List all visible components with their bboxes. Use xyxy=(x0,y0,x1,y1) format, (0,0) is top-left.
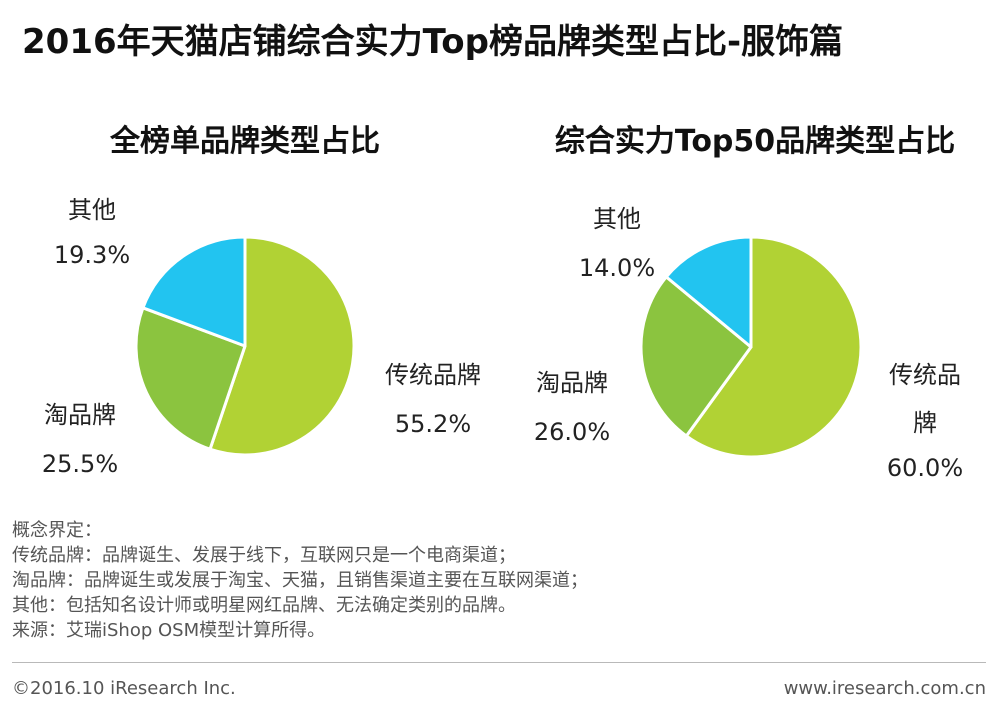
label-traditional-name-line1: 传统品 xyxy=(889,361,961,389)
copyright-text: ©2016.10 iResearch Inc. xyxy=(12,678,236,699)
note-tao: 淘品牌：品牌诞生或发展于淘宝、天猫，且销售渠道主要在互联网渠道； xyxy=(12,570,588,591)
footer-divider xyxy=(12,662,986,663)
note-source: 来源：艾瑞iShop OSM模型计算所得。 xyxy=(12,620,326,641)
label-other-name: 其他 xyxy=(593,205,641,233)
notes-heading: 概念界定： xyxy=(12,520,102,541)
label-tao-name: 淘品牌 xyxy=(536,369,608,397)
label-traditional-name-line2: 牌 xyxy=(913,409,937,437)
right-pie-chart: 其他 14.0% 淘品牌 26.0% 传统品 牌 60.0% xyxy=(534,205,963,482)
pie-slice-other xyxy=(664,235,753,349)
pie-slice-other xyxy=(141,235,247,348)
right-chart-title: 综合实力Top50品牌类型占比 xyxy=(554,124,956,159)
notes-block: 概念界定： 传统品牌：品牌诞生、发展于线下，互联网只是一个电商渠道； 淘品牌：品… xyxy=(12,518,588,643)
label-tao-value: 25.5% xyxy=(42,450,118,478)
left-chart-title: 全榜单品牌类型占比 xyxy=(110,124,380,159)
label-traditional-value: 55.2% xyxy=(395,410,471,438)
note-other: 其他：包括知名设计师或明星网红品牌、无法确定类别的品牌。 xyxy=(12,595,516,616)
note-traditional: 传统品牌：品牌诞生、发展于线下，互联网只是一个电商渠道； xyxy=(12,545,516,566)
left-pie-chart: 其他 19.3% 淘品牌 25.5% 传统品牌 55.2% xyxy=(42,196,481,478)
label-other-name: 其他 xyxy=(68,196,116,224)
label-other-value: 14.0% xyxy=(579,254,655,282)
label-other-value: 19.3% xyxy=(54,241,130,269)
page-title: 2016年天猫店铺综合实力Top榜品牌类型占比-服饰篇 xyxy=(22,22,844,62)
website-link[interactable]: www.iresearch.com.cn xyxy=(783,678,986,699)
label-tao-value: 26.0% xyxy=(534,418,610,446)
label-traditional-name: 传统品牌 xyxy=(385,361,481,389)
pie-slice-tao xyxy=(639,275,753,438)
label-traditional-value: 60.0% xyxy=(887,454,963,482)
pie-slice-traditional xyxy=(684,235,863,459)
pie-slice-tao xyxy=(134,306,247,451)
label-tao-name: 淘品牌 xyxy=(44,401,116,429)
